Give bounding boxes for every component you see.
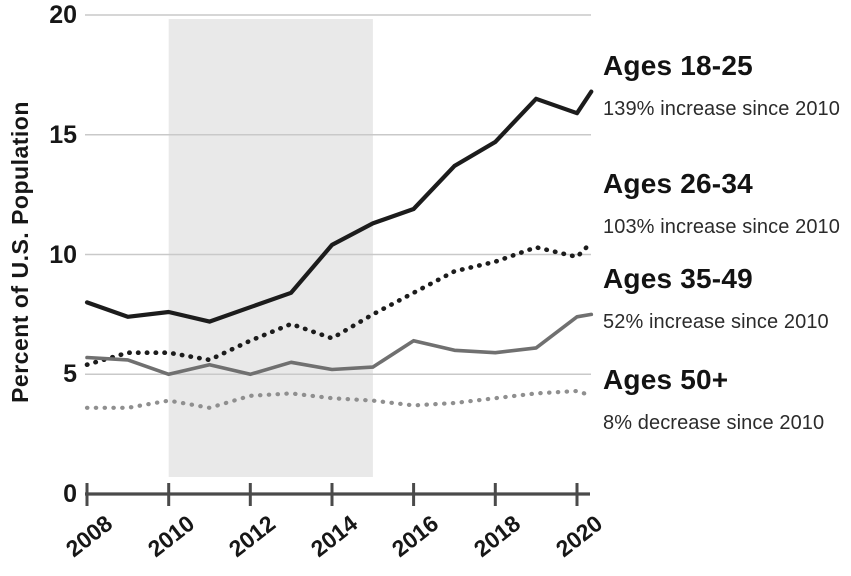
series-line-ages-35-49 (85, 312, 594, 377)
legend-entry-ages-18-25: Ages 18-25 139% increase since 2010 (603, 49, 840, 121)
legend-subtitle-ages-26-34: 103% increase since 2010 (603, 216, 840, 238)
y-tick-label-20: 20 (49, 1, 77, 29)
legend-title-ages-35-49: Ages 35-49 (603, 263, 753, 294)
legend-title-ages-50-plus: Ages 50+ (603, 364, 729, 395)
series-line-ages-26-34 (84, 240, 594, 368)
legend-subtitle-ages-35-49: 52% increase since 2010 (603, 311, 829, 333)
legend-entry-ages-50-plus: Ages 50+ 8% decrease since 2010 (603, 363, 824, 435)
legend-title-ages-26-34: Ages 26-34 (603, 168, 753, 199)
y-tick-label-0: 0 (63, 480, 77, 508)
legend-subtitle-ages-50-plus: 8% decrease since 2010 (603, 412, 825, 434)
legend-entry-ages-35-49: Ages 35-49 52% increase since 2010 (603, 262, 829, 334)
y-tick-label-15: 15 (49, 120, 77, 149)
legend-title-ages-18-25: Ages 18-25 (603, 50, 753, 81)
legend-entry-ages-26-34: Ages 26-34 103% increase since 2010 (603, 167, 840, 239)
series-line-ages-18-25 (84, 89, 594, 324)
y-tick-label-10: 10 (49, 240, 77, 269)
legend-subtitle-ages-18-25: 139% increase since 2010 (603, 98, 840, 120)
highlight-band-2010-2015 (168, 19, 373, 477)
y-tick-label-5: 5 (63, 360, 77, 389)
series-line-ages-50- (84, 388, 594, 410)
